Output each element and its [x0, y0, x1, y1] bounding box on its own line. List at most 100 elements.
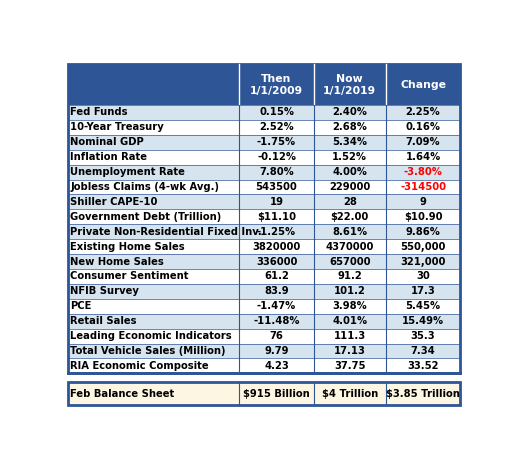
Text: Inflation Rate: Inflation Rate: [70, 152, 147, 162]
Bar: [68, 135, 460, 150]
Text: 229000: 229000: [329, 182, 370, 192]
Text: 543500: 543500: [256, 182, 297, 192]
Text: 5.34%: 5.34%: [332, 137, 367, 147]
Text: New Home Sales: New Home Sales: [70, 257, 164, 266]
Text: Nominal GDP: Nominal GDP: [70, 137, 144, 147]
Text: 7.09%: 7.09%: [406, 137, 440, 147]
Text: Jobless Claims (4-wk Avg.): Jobless Claims (4-wk Avg.): [70, 182, 219, 192]
Text: Total Vehicle Sales (Million): Total Vehicle Sales (Million): [70, 346, 226, 356]
Text: 19: 19: [269, 197, 283, 207]
Text: $11.10: $11.10: [257, 212, 296, 222]
Text: Consumer Sentiment: Consumer Sentiment: [70, 272, 189, 282]
Bar: [68, 239, 460, 254]
Text: 3.98%: 3.98%: [333, 301, 367, 311]
Text: 33.52: 33.52: [407, 361, 439, 371]
Text: Government Debt (Trillion): Government Debt (Trillion): [70, 212, 222, 222]
Text: 550,000: 550,000: [400, 242, 445, 252]
Text: 2.40%: 2.40%: [333, 107, 367, 118]
Text: 8.61%: 8.61%: [332, 227, 367, 237]
Bar: [68, 195, 460, 209]
Bar: [68, 64, 460, 105]
Text: -1.75%: -1.75%: [257, 137, 296, 147]
Text: Fed Funds: Fed Funds: [70, 107, 128, 118]
Bar: [68, 359, 460, 373]
Text: 0.16%: 0.16%: [406, 122, 440, 132]
Text: Private Non-Residential Fixed Inv.: Private Non-Residential Fixed Inv.: [70, 227, 262, 237]
Text: $22.00: $22.00: [330, 212, 369, 222]
Bar: [68, 314, 460, 329]
Bar: [68, 179, 460, 195]
Text: 9.79: 9.79: [264, 346, 289, 356]
Text: -0.12%: -0.12%: [257, 152, 296, 162]
Text: 2.68%: 2.68%: [333, 122, 367, 132]
Bar: [68, 343, 460, 359]
Text: 1.64%: 1.64%: [406, 152, 441, 162]
Bar: [68, 64, 460, 373]
Bar: [68, 105, 460, 120]
Text: 28: 28: [343, 197, 357, 207]
Text: 3820000: 3820000: [252, 242, 300, 252]
Text: 2.25%: 2.25%: [406, 107, 440, 118]
Text: Change: Change: [400, 80, 446, 89]
Text: Existing Home Sales: Existing Home Sales: [70, 242, 185, 252]
Text: 91.2: 91.2: [337, 272, 362, 282]
Text: -11.48%: -11.48%: [253, 316, 300, 326]
Text: 111.3: 111.3: [334, 331, 366, 341]
Text: -1.25%: -1.25%: [257, 227, 296, 237]
Bar: [68, 299, 460, 314]
Text: -1.47%: -1.47%: [257, 301, 296, 311]
Text: 4370000: 4370000: [326, 242, 374, 252]
Text: 2.52%: 2.52%: [259, 122, 294, 132]
Text: 37.75: 37.75: [334, 361, 366, 371]
Text: $3.85 Trillion: $3.85 Trillion: [386, 389, 460, 399]
Text: 4.00%: 4.00%: [333, 167, 367, 177]
Text: 17.3: 17.3: [411, 286, 436, 296]
Text: $4 Trillion: $4 Trillion: [322, 389, 378, 399]
Text: $915 Billion: $915 Billion: [243, 389, 310, 399]
Bar: [68, 165, 460, 179]
Text: Then
1/1/2009: Then 1/1/2009: [250, 74, 303, 95]
Text: 61.2: 61.2: [264, 272, 289, 282]
Text: Feb Balance Sheet: Feb Balance Sheet: [70, 389, 175, 399]
Text: Shiller CAPE-10: Shiller CAPE-10: [70, 197, 158, 207]
Bar: [68, 225, 460, 239]
Text: 10-Year Treasury: 10-Year Treasury: [70, 122, 164, 132]
Text: 101.2: 101.2: [334, 286, 366, 296]
Text: 321,000: 321,000: [400, 257, 445, 266]
Text: Now
1/1/2019: Now 1/1/2019: [323, 74, 377, 95]
Text: 1.52%: 1.52%: [332, 152, 367, 162]
Text: 7.80%: 7.80%: [259, 167, 294, 177]
Text: 30: 30: [416, 272, 430, 282]
Text: 5.45%: 5.45%: [406, 301, 441, 311]
Text: -314500: -314500: [400, 182, 446, 192]
Text: -3.80%: -3.80%: [404, 167, 442, 177]
Text: $10.90: $10.90: [404, 212, 442, 222]
Text: RIA Economic Composite: RIA Economic Composite: [70, 361, 209, 371]
Text: PCE: PCE: [70, 301, 92, 311]
Text: 76: 76: [269, 331, 283, 341]
Text: 9: 9: [420, 197, 426, 207]
Text: 4.01%: 4.01%: [332, 316, 367, 326]
Bar: [68, 120, 460, 135]
Text: 7.34: 7.34: [411, 346, 436, 356]
Text: 0.15%: 0.15%: [259, 107, 294, 118]
Bar: [68, 254, 460, 269]
Bar: [68, 329, 460, 343]
Text: 9.86%: 9.86%: [406, 227, 440, 237]
Text: 17.13: 17.13: [334, 346, 366, 356]
Bar: [68, 150, 460, 165]
Text: 35.3: 35.3: [411, 331, 435, 341]
Text: Retail Sales: Retail Sales: [70, 316, 137, 326]
Text: 657000: 657000: [329, 257, 370, 266]
Text: Leading Economic Indicators: Leading Economic Indicators: [70, 331, 232, 341]
Text: Unemployment Rate: Unemployment Rate: [70, 167, 185, 177]
Bar: [68, 269, 460, 284]
Text: 336000: 336000: [256, 257, 297, 266]
Text: 83.9: 83.9: [264, 286, 289, 296]
Bar: [68, 284, 460, 299]
Text: 15.49%: 15.49%: [402, 316, 444, 326]
Bar: [68, 382, 460, 405]
Text: NFIB Survey: NFIB Survey: [70, 286, 139, 296]
Bar: [68, 209, 460, 225]
Text: 4.23: 4.23: [264, 361, 289, 371]
